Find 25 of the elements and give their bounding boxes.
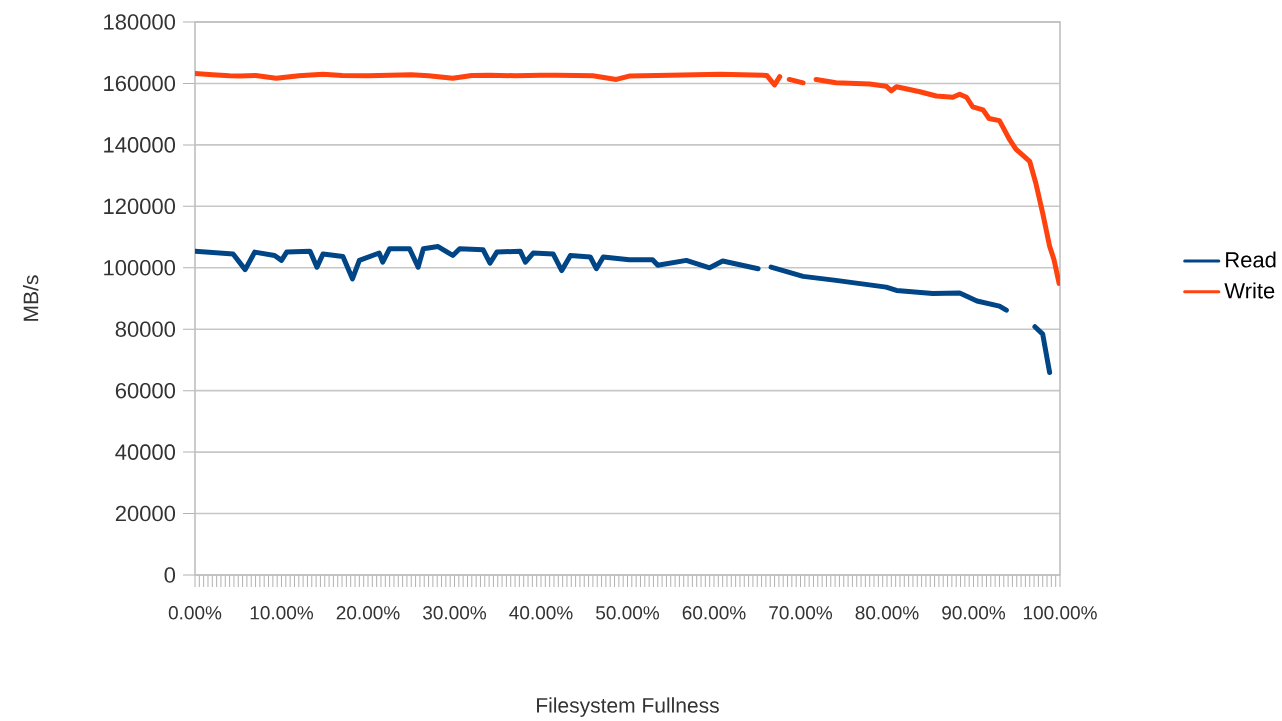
- y-tick-label: 40000: [115, 444, 176, 460]
- y-axis-title: MB/s: [22, 275, 39, 321]
- y-tick-label: 60000: [115, 382, 176, 399]
- x-tick-label: 60.00%: [682, 606, 746, 620]
- y-tick-label: 0: [164, 567, 176, 583]
- y-tick-label: 80000: [115, 321, 176, 337]
- x-tick-label: 80.00%: [855, 606, 919, 620]
- x-tick-label: 50.00%: [596, 606, 660, 620]
- y-tick-label: 160000: [104, 75, 176, 92]
- x-tick-label: 90.00%: [942, 606, 1006, 620]
- x-tick-label: 30.00%: [423, 606, 487, 620]
- x-tick-label: 70.00%: [769, 606, 833, 620]
- y-tick-label: 120000: [104, 198, 176, 215]
- x-tick-label: 0.00%: [168, 606, 222, 620]
- legend-label: Write: [1224, 282, 1275, 299]
- legend-label: Read: [1226, 251, 1276, 268]
- y-tick-label: 180000: [104, 14, 176, 30]
- x-tick-label: 100.00%: [1023, 606, 1097, 620]
- x-tick-label: 40.00%: [509, 606, 573, 620]
- y-tick-label: 100000: [104, 260, 176, 276]
- x-axis-title: Filesystem Fullness: [537, 697, 719, 717]
- x-tick-label: 10.00%: [250, 606, 314, 620]
- y-tick-label: 20000: [115, 505, 176, 522]
- y-tick-label: 140000: [104, 137, 176, 153]
- x-tick-label: 20.00%: [336, 606, 400, 620]
